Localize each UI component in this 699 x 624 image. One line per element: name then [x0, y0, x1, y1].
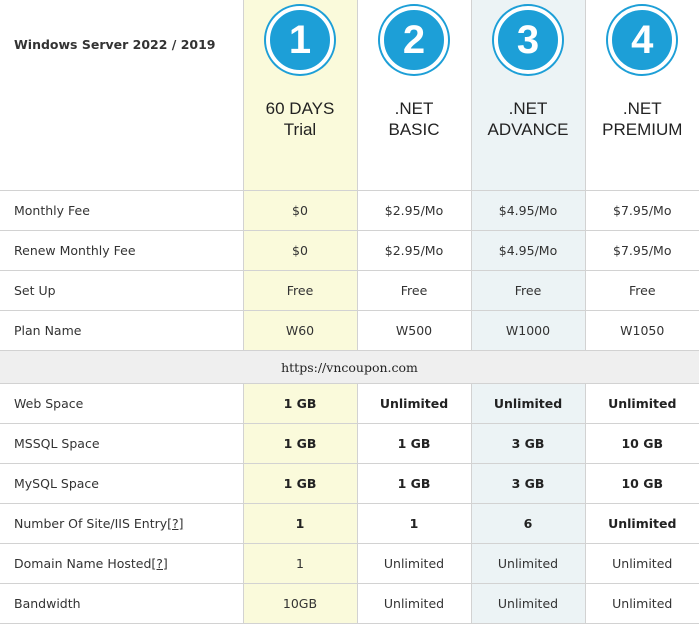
watermark-url: https://vncoupon.com	[0, 351, 699, 384]
cell-value: Free	[471, 271, 585, 311]
row-label: Set Up	[0, 271, 243, 311]
row-label: Bandwidth	[0, 584, 243, 624]
separator-row: https://vncoupon.com	[0, 351, 699, 384]
plan-title: .NET PREMIUM	[586, 98, 699, 140]
plan-header-row: Windows Server 2022 / 2019 1 60 DAYS Tri…	[0, 0, 699, 191]
cell-value: 1 GB	[243, 424, 357, 464]
cell-value: 1 GB	[357, 424, 471, 464]
cell-value: Unlimited	[357, 384, 471, 424]
cell-value: $0	[243, 231, 357, 271]
cell-value: W60	[243, 311, 357, 351]
cell-value: $7.95/Mo	[585, 231, 699, 271]
os-title: Windows Server 2022 / 2019	[0, 0, 243, 191]
cell-value: Unlimited	[585, 384, 699, 424]
row-bandwidth: Bandwidth 10GB Unlimited Unlimited Unlim…	[0, 584, 699, 624]
plan-title-line2: ADVANCE	[472, 119, 585, 140]
plan-title-line2: PREMIUM	[586, 119, 699, 140]
plan-title-line1: .NET	[472, 98, 585, 119]
plan-title-line1: 60 DAYS	[244, 98, 357, 119]
cell-value: 1 GB	[243, 464, 357, 504]
plan-title-line2: BASIC	[358, 119, 471, 140]
cell-value: Unlimited	[471, 384, 585, 424]
cell-value: 3 GB	[471, 424, 585, 464]
cell-value: $2.95/Mo	[357, 231, 471, 271]
cell-value: Unlimited	[471, 584, 585, 624]
cell-value: Unlimited	[471, 544, 585, 584]
cell-value: Unlimited	[357, 584, 471, 624]
plan-number-badge: 1	[266, 6, 334, 74]
row-label-text: Domain Name Hosted	[14, 556, 151, 571]
cell-value: Unlimited	[585, 504, 699, 544]
row-renew-monthly-fee: Renew Monthly Fee $0 $2.95/Mo $4.95/Mo $…	[0, 231, 699, 271]
row-label: Domain Name Hosted[?]	[0, 544, 243, 584]
plan-title: 60 DAYS Trial	[244, 98, 357, 140]
row-plan-name: Plan Name W60 W500 W1000 W1050	[0, 311, 699, 351]
plan-title: .NET ADVANCE	[472, 98, 585, 140]
row-label: Number Of Site/IIS Entry[?]	[0, 504, 243, 544]
cell-value: W1050	[585, 311, 699, 351]
cell-value: $4.95/Mo	[471, 231, 585, 271]
plan-number-badge: 2	[380, 6, 448, 74]
cell-value: Unlimited	[357, 544, 471, 584]
cell-value: 1	[243, 504, 357, 544]
cell-value: 10 GB	[585, 424, 699, 464]
row-set-up: Set Up Free Free Free Free	[0, 271, 699, 311]
cell-value: 1 GB	[243, 384, 357, 424]
plan-number-badge: 3	[494, 6, 562, 74]
cell-value: 6	[471, 504, 585, 544]
plan-title-line2: Trial	[244, 119, 357, 140]
row-label: MySQL Space	[0, 464, 243, 504]
cell-value: $2.95/Mo	[357, 191, 471, 231]
plan-header-advance: 3 .NET ADVANCE	[471, 0, 585, 191]
row-label: MSSQL Space	[0, 424, 243, 464]
help-link[interactable]: [?]	[151, 556, 167, 571]
cell-value: Free	[585, 271, 699, 311]
cell-value: $0	[243, 191, 357, 231]
cell-value: Free	[357, 271, 471, 311]
row-number-of-sites: Number Of Site/IIS Entry[?] 1 1 6 Unlimi…	[0, 504, 699, 544]
row-web-space: Web Space 1 GB Unlimited Unlimited Unlim…	[0, 384, 699, 424]
cell-value: 1	[243, 544, 357, 584]
row-label: Renew Monthly Fee	[0, 231, 243, 271]
plan-header-basic: 2 .NET BASIC	[357, 0, 471, 191]
row-domain-name-hosted: Domain Name Hosted[?] 1 Unlimited Unlimi…	[0, 544, 699, 584]
cell-value: 1	[357, 504, 471, 544]
row-label: Monthly Fee	[0, 191, 243, 231]
cell-value: Unlimited	[585, 544, 699, 584]
cell-value: Unlimited	[585, 584, 699, 624]
plan-title-line1: .NET	[358, 98, 471, 119]
plan-number-badge: 4	[608, 6, 676, 74]
cell-value: 1 GB	[357, 464, 471, 504]
row-label-text: Number Of Site/IIS Entry	[14, 516, 167, 531]
cell-value: 10 GB	[585, 464, 699, 504]
cell-value: W1000	[471, 311, 585, 351]
cell-value: 10GB	[243, 584, 357, 624]
row-label: Plan Name	[0, 311, 243, 351]
row-mysql-space: MySQL Space 1 GB 1 GB 3 GB 10 GB	[0, 464, 699, 504]
cell-value: W500	[357, 311, 471, 351]
plan-header-trial: 1 60 DAYS Trial	[243, 0, 357, 191]
cell-value: 3 GB	[471, 464, 585, 504]
row-monthly-fee: Monthly Fee $0 $2.95/Mo $4.95/Mo $7.95/M…	[0, 191, 699, 231]
row-label: Web Space	[0, 384, 243, 424]
cell-value: $7.95/Mo	[585, 191, 699, 231]
cell-value: Free	[243, 271, 357, 311]
plan-title: .NET BASIC	[358, 98, 471, 140]
plan-header-premium: 4 .NET PREMIUM	[585, 0, 699, 191]
row-mssql-space: MSSQL Space 1 GB 1 GB 3 GB 10 GB	[0, 424, 699, 464]
cell-value: $4.95/Mo	[471, 191, 585, 231]
help-link[interactable]: [?]	[167, 516, 183, 531]
plan-title-line1: .NET	[586, 98, 699, 119]
